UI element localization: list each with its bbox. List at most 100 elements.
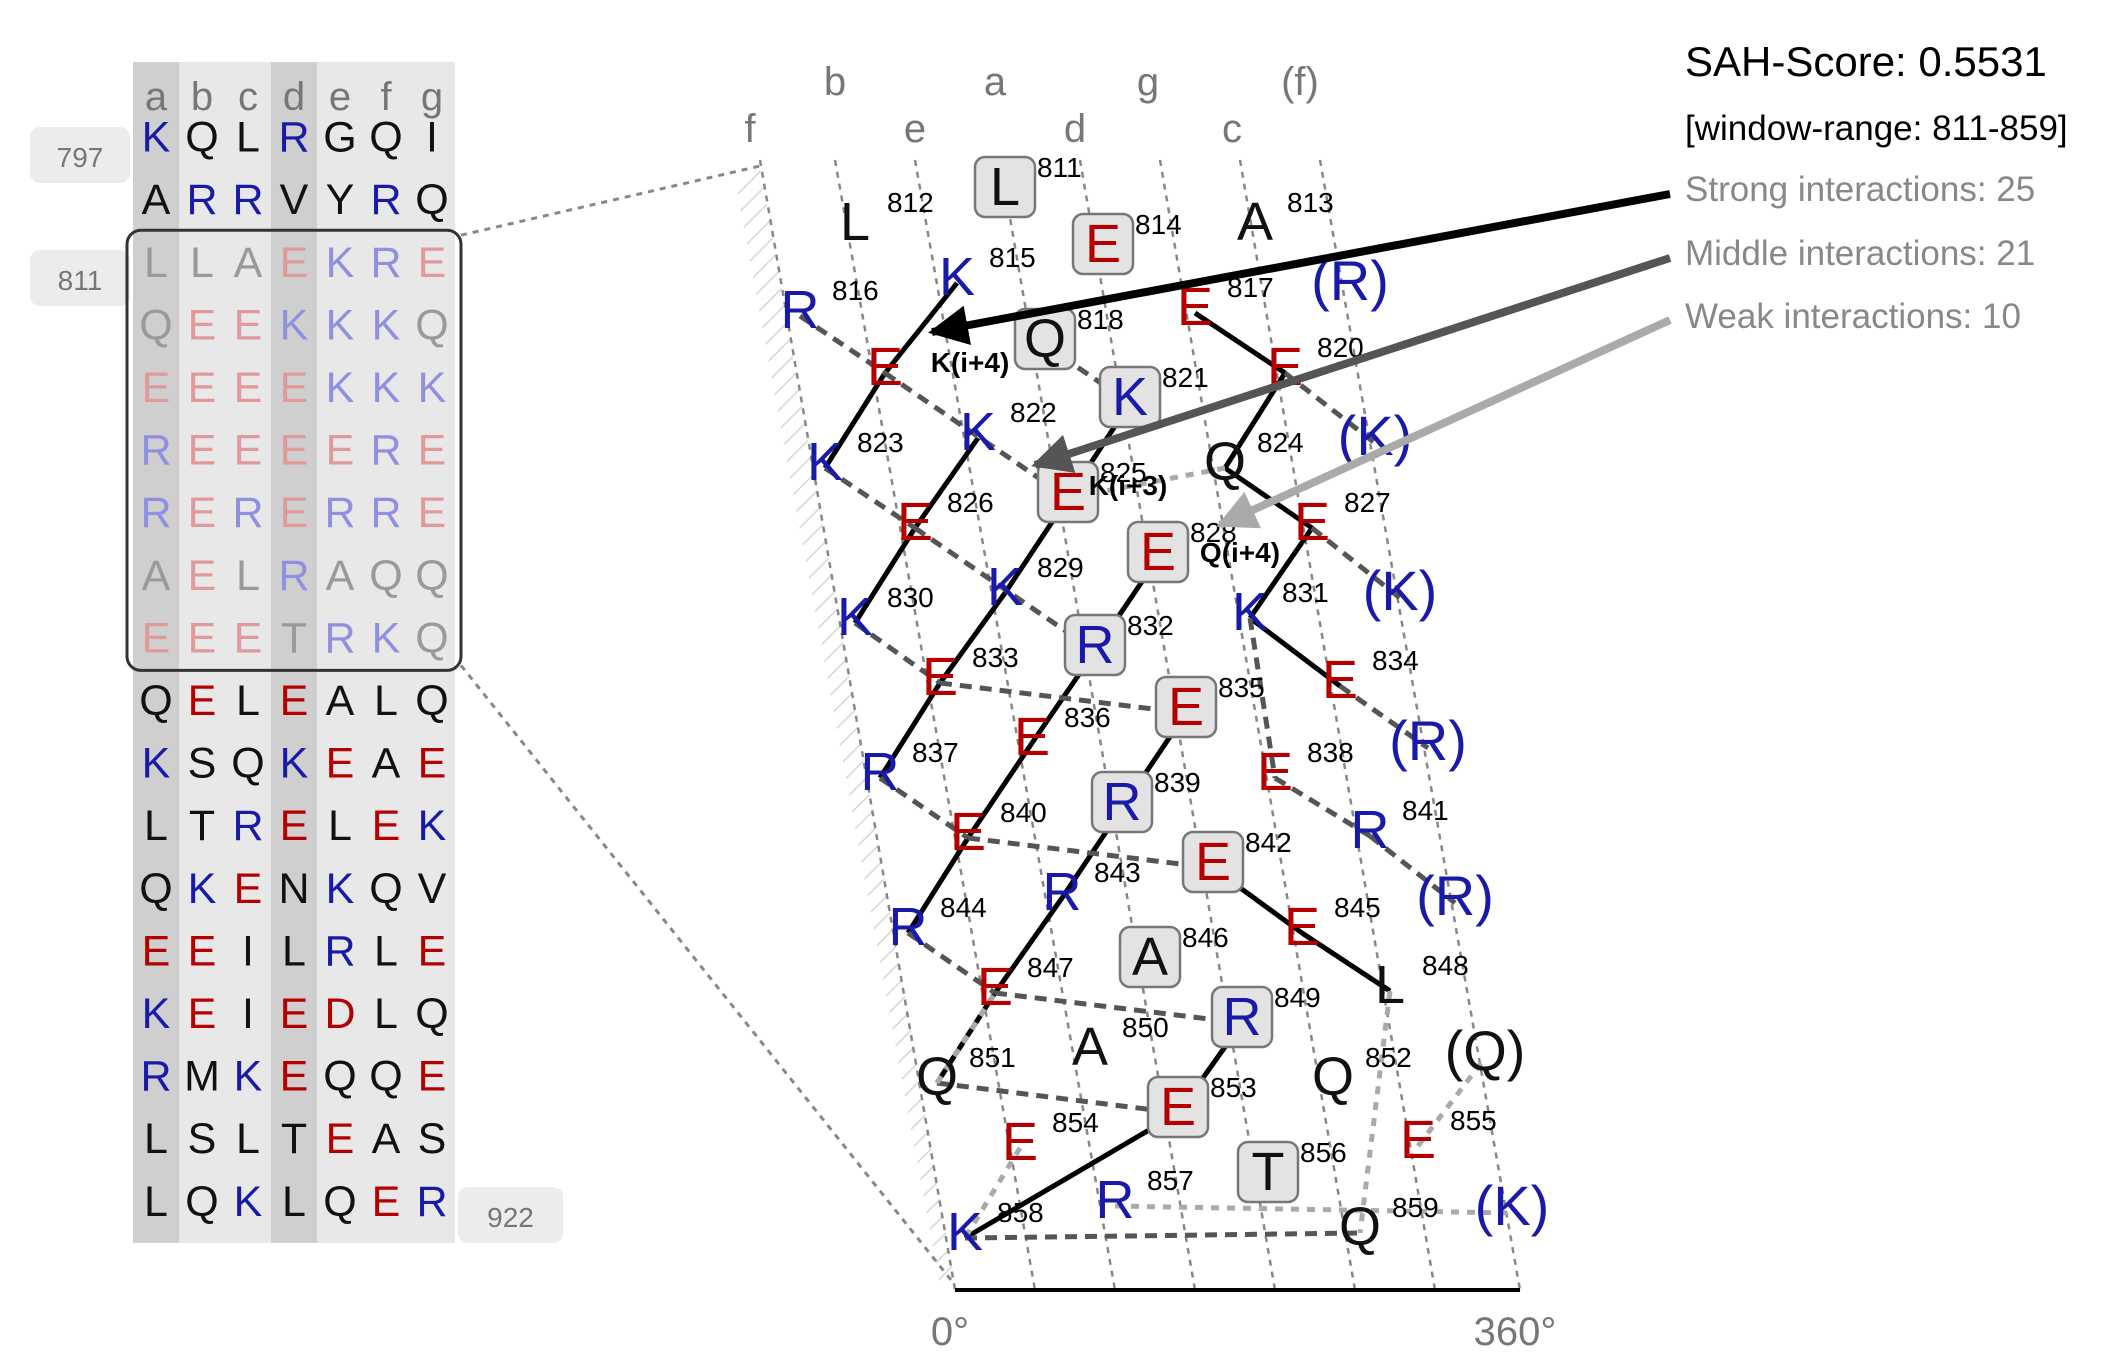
residue-number: 813 [1287, 187, 1334, 218]
heptad-residue: E [142, 927, 171, 975]
residue-letter: A [1237, 192, 1273, 252]
window-start-label-bg [30, 250, 130, 306]
residue-number: 821 [1162, 362, 1209, 393]
middle-interaction [1247, 617, 1278, 779]
heptad-residue: K [188, 865, 217, 913]
strong-interaction [905, 836, 971, 935]
net-residue: K 831 [1232, 577, 1329, 642]
net-residue: T 856 [1236, 1137, 1347, 1204]
heptad-residue: K [326, 239, 355, 287]
heptad-residue: L [374, 990, 398, 1038]
residue-number: 823 [857, 427, 904, 458]
strong-interaction [1248, 616, 1342, 688]
residue-box [1090, 770, 1154, 834]
heptad-residue: Q [323, 1053, 356, 1101]
heptad-residue: D [324, 990, 355, 1038]
residue-number: 818 [1077, 304, 1124, 335]
middle-interaction [878, 775, 970, 841]
residue-number: 857 [1147, 1165, 1194, 1196]
residue-number: 855 [1450, 1105, 1497, 1136]
middle-interaction [798, 313, 887, 376]
heptad-residue: L [144, 1115, 168, 1163]
middle-interaction [853, 620, 942, 686]
residue-box [1154, 675, 1218, 739]
heptad-residue: Q [323, 1178, 356, 1226]
residue-number: 856 [1300, 1137, 1347, 1168]
heptad-residue: L [144, 802, 168, 850]
heptad-residue: R [232, 802, 263, 850]
heptad-residue: K [418, 802, 447, 850]
heptad-column-header: a [145, 75, 168, 119]
weak-interaction [934, 991, 998, 1085]
residue-letter: K [947, 1202, 983, 1262]
residue-box [1126, 520, 1190, 584]
residue-number: 851 [969, 1042, 1016, 1073]
residue-box [973, 155, 1037, 219]
heptad-residue: A [142, 552, 171, 600]
residue-number: 845 [1334, 892, 1381, 923]
net-residue: R 837 [861, 737, 959, 802]
heptad-residue: E [234, 865, 263, 913]
residue-number: 824 [1257, 427, 1304, 458]
strong-interaction [965, 741, 1035, 840]
residue-letter: K [1112, 367, 1148, 427]
heptad-residue: R [186, 176, 217, 224]
residue-letter: R [781, 280, 820, 340]
residue-number: 839 [1154, 767, 1201, 798]
heptad-residue: Q [415, 990, 448, 1038]
heptad-residue: L [328, 802, 352, 850]
residue-number: 811 [1037, 152, 1082, 183]
heptad-residue: E [234, 364, 263, 412]
residue-number: 859 [1392, 1192, 1439, 1223]
net-residue: A 813 [1237, 187, 1334, 252]
middle-interaction [994, 990, 1243, 1026]
residue-letter: R [861, 742, 900, 802]
net-residue: E 834 [1322, 645, 1419, 710]
net-residue: (K) [1363, 559, 1438, 622]
net-column-label: g [1137, 60, 1159, 104]
start-residue-label-bg [30, 127, 130, 183]
residue-letter: E [1002, 1112, 1038, 1172]
residue-letter: E [950, 802, 986, 862]
residue-number: 812 [887, 187, 934, 218]
residue-letter: E [977, 957, 1013, 1017]
residue-number: 846 [1182, 922, 1229, 953]
heptad-residue: T [281, 614, 307, 662]
heptad-residue: E [418, 740, 447, 788]
heptad-residue: E [418, 239, 447, 287]
residue-number: 836 [1064, 702, 1111, 733]
middle-interactions: Middle interactions: 21 [1685, 234, 2035, 273]
heptad-residue: L [236, 1115, 260, 1163]
residue-letter: E [1140, 522, 1176, 582]
analysis-window-box [125, 228, 463, 672]
net-residue: E 835 [1154, 672, 1265, 739]
heptad-column-bg [409, 62, 455, 1243]
heptad-residue: E [188, 927, 217, 975]
heptad-residue: R [370, 176, 401, 224]
net-residue: L 812 [840, 187, 934, 252]
residue-letter: T [1252, 1142, 1285, 1202]
net-column-label: c [1222, 107, 1242, 151]
net-column-label: d [1064, 107, 1086, 151]
heptad-residue: E [188, 489, 217, 537]
net-residue: R 841 [1351, 795, 1449, 860]
heptad-residue: E [188, 427, 217, 475]
heptad-residue: E [418, 427, 447, 475]
heptad-residue: E [280, 802, 309, 850]
net-residue: A 850 [1072, 1012, 1169, 1077]
residue-letter: (R) [1416, 864, 1494, 927]
residue-number: 827 [1344, 487, 1391, 518]
residue-letter: L [990, 157, 1020, 217]
residue-box [1063, 613, 1127, 677]
heptad-residue: E [280, 489, 309, 537]
heptad-residue: E [326, 427, 355, 475]
heptad-residue: E [142, 364, 171, 412]
heptad-residue: E [372, 1178, 401, 1226]
heptad-column-bg [271, 62, 317, 1243]
heptad-residue: A [142, 176, 171, 224]
net-residue: (R) [1389, 709, 1467, 772]
net-residue: (K) [1475, 1174, 1550, 1237]
net-residue: E 840 [950, 797, 1047, 862]
residue-letter: E [1195, 832, 1231, 892]
residue-box [1071, 212, 1135, 276]
